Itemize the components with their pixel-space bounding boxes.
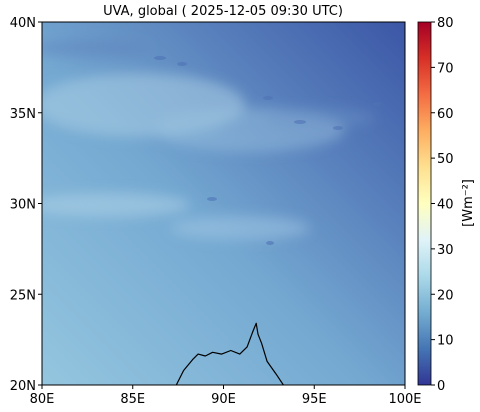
coastline (175, 322, 284, 385)
y-tick-label: 40N (10, 16, 36, 31)
x-tick-label: 80E (30, 392, 55, 407)
y-tick-label: 35N (10, 107, 36, 122)
colorbar-tick-label: 40 (437, 198, 454, 213)
colorbar-axis: 0 10 20 30 40 50 60 70 80 (431, 16, 454, 394)
colorbar-tick-label: 80 (437, 16, 454, 31)
y-tick-label: 25N (10, 288, 36, 303)
x-tick-label: 100E (388, 392, 421, 407)
map-plot-area (42, 22, 405, 385)
x-tick-label: 95E (302, 392, 327, 407)
colorbar-label: [Wm⁻²] (461, 179, 476, 227)
colorbar-tick-label: 30 (437, 243, 454, 258)
cloud-shadows (154, 56, 381, 245)
chart-title: UVA, global ( 2025-12-05 09:30 UTC) (103, 4, 343, 19)
colorbar-tick-label: 60 (437, 107, 454, 122)
x-tick-label: 90E (211, 392, 236, 407)
colorbar-tick-label: 0 (437, 379, 445, 394)
cloud-texture (42, 40, 375, 240)
x-tick-label: 85E (120, 392, 145, 407)
x-axis: 80E 85E 90E 95E 100E (30, 385, 422, 407)
y-axis: 20N 25N 30N 35N 40N (10, 16, 42, 394)
colorbar-tick-label: 20 (437, 288, 454, 303)
colorbar-tick-label: 70 (437, 61, 454, 76)
y-tick-label: 20N (10, 379, 36, 394)
colorbar-tick-label: 10 (437, 334, 454, 349)
colorbar-tick-label: 50 (437, 152, 454, 167)
colorbar (417, 21, 432, 386)
y-tick-label: 30N (10, 198, 36, 213)
